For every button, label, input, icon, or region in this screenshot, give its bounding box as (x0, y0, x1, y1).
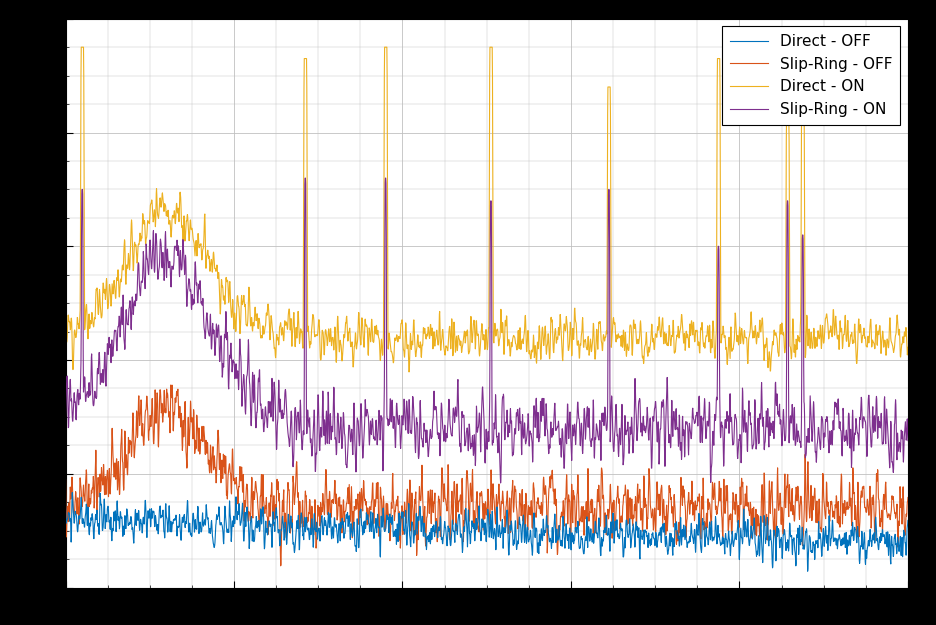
Direct - OFF (66, 489, 78, 496)
Slip-Ring - ON (156, 253, 168, 260)
Slip-Ring - ON (886, 458, 898, 466)
Slip-Ring - OFF (902, 494, 914, 501)
Slip-Ring - OFF (886, 492, 898, 499)
Direct - ON (886, 339, 898, 347)
Direct - ON (902, 344, 914, 351)
Slip-Ring - OFF (60, 476, 71, 483)
Direct - ON (206, 262, 217, 269)
Direct - OFF (796, 536, 807, 544)
Slip-Ring - ON (495, 479, 506, 487)
Direct - OFF (802, 568, 813, 575)
Slip-Ring - OFF (796, 496, 807, 504)
Slip-Ring - ON (419, 428, 431, 435)
Slip-Ring - ON (902, 437, 914, 444)
Line: Direct - ON: Direct - ON (66, 47, 908, 372)
Slip-Ring - OFF (156, 408, 168, 416)
Direct - ON (383, 333, 394, 341)
Slip-Ring - OFF (275, 562, 286, 569)
Direct - ON (60, 327, 71, 334)
Direct - OFF (60, 499, 71, 506)
Direct - OFF (383, 529, 394, 536)
Slip-Ring - ON (796, 436, 807, 443)
Direct - ON (76, 43, 87, 51)
Slip-Ring - OFF (420, 542, 431, 550)
Direct - ON (420, 334, 431, 341)
Direct - ON (156, 195, 168, 202)
Slip-Ring - ON (383, 416, 394, 423)
Slip-Ring - ON (380, 174, 391, 182)
Direct - ON (796, 197, 807, 204)
Direct - OFF (206, 521, 217, 528)
Line: Slip-Ring - ON: Slip-Ring - ON (66, 178, 908, 483)
Direct - OFF (156, 512, 168, 520)
Line: Direct - OFF: Direct - OFF (66, 492, 908, 571)
Line: Slip-Ring - OFF: Slip-Ring - OFF (66, 385, 908, 566)
Slip-Ring - ON (60, 412, 71, 419)
Direct - OFF (419, 533, 431, 541)
Direct - ON (403, 368, 415, 376)
Slip-Ring - ON (206, 345, 217, 352)
Slip-Ring - OFF (166, 381, 177, 389)
Direct - OFF (902, 517, 914, 524)
Direct - OFF (886, 538, 898, 545)
Legend: Direct - OFF, Slip-Ring - OFF, Direct - ON, Slip-Ring - ON: Direct - OFF, Slip-Ring - OFF, Direct - … (722, 26, 900, 124)
Slip-Ring - OFF (206, 462, 217, 469)
Slip-Ring - OFF (384, 513, 395, 521)
